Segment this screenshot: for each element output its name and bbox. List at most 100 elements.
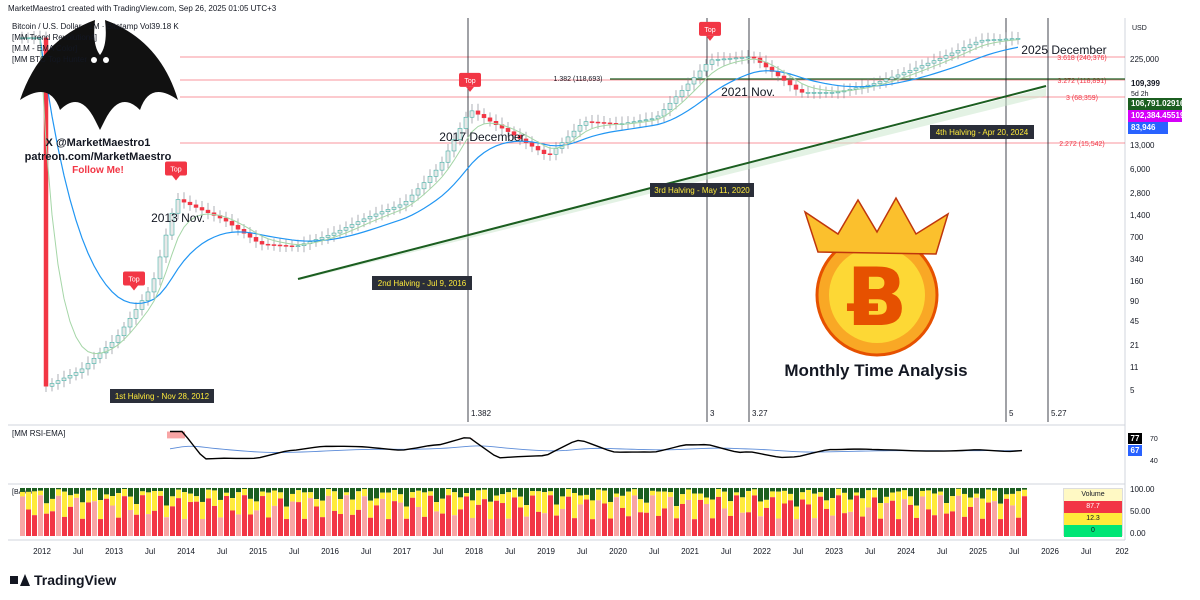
- top-marker-label: Top: [128, 276, 139, 283]
- volume-bar-red: [962, 516, 967, 536]
- volume-bar-yellow: [140, 491, 145, 496]
- top-marker: [459, 72, 481, 87]
- volume-bar-red: [470, 517, 475, 536]
- halving-label-4-box: [930, 125, 1034, 139]
- volume-bar-green: [836, 488, 841, 489]
- volume-bar-red: [770, 497, 775, 536]
- volume-bar-green: [992, 488, 997, 491]
- volume-bar-yellow: [674, 506, 679, 519]
- volume-bar-red: [278, 498, 283, 536]
- volume-bar-green: [320, 488, 325, 501]
- volume-bar-red: [176, 498, 181, 536]
- volume-bar-green: [818, 488, 823, 493]
- volume-bar-red: [560, 508, 565, 536]
- peak-label-2025: 2025 December: [1021, 43, 1106, 57]
- volume-bar-yellow: [398, 494, 403, 503]
- top-marker-label: Top: [464, 78, 475, 85]
- candle-body: [877, 81, 883, 84]
- candle-body: [913, 67, 919, 71]
- volume-bar-red: [50, 511, 55, 536]
- volume-bar-yellow: [560, 496, 565, 509]
- volume-bar-green: [806, 488, 811, 490]
- volume-bar-red: [602, 503, 607, 536]
- price-axis-tick: 160: [1130, 277, 1144, 286]
- volume-bar-green: [164, 488, 169, 506]
- volume-bar-yellow: [692, 493, 697, 520]
- volume-bar-green: [290, 488, 295, 494]
- volume-bar-yellow: [716, 489, 721, 497]
- volume-bar-red: [314, 506, 319, 536]
- volume-bar-red: [992, 501, 997, 536]
- candle-body: [349, 224, 355, 228]
- top-marker-label: Top: [170, 167, 181, 174]
- volume-bar-green: [650, 488, 655, 491]
- volume-box-green: 0: [1064, 525, 1122, 537]
- fib-level-label: 3 (68,359): [1066, 95, 1098, 102]
- volume-bar-green: [416, 488, 421, 491]
- indicator-label-2[interactable]: [M.M - EMA Color]: [12, 44, 78, 53]
- candle-body: [637, 120, 643, 123]
- volume-bar-green: [104, 488, 109, 495]
- volume-bar-green: [56, 488, 61, 490]
- volume-bar-red: [584, 499, 589, 536]
- volume-bar-yellow: [968, 497, 973, 507]
- candle-body: [367, 216, 373, 220]
- candle-body: [397, 204, 403, 208]
- volume-bar-red: [806, 504, 811, 536]
- volume-bar-green: [920, 488, 925, 491]
- volume-bar-green: [908, 488, 913, 497]
- indicator-label-1[interactable]: [MM Trend Revolution4]: [12, 33, 97, 42]
- volume-bar-green: [188, 488, 193, 494]
- volume-bar-green: [632, 488, 637, 490]
- volume-bar-yellow: [728, 501, 733, 516]
- candle-body: [115, 335, 121, 343]
- top-marker-pointer: [130, 285, 138, 291]
- volume-bar-red: [884, 503, 889, 536]
- volume-bar-green: [392, 488, 397, 490]
- volume-bar-yellow: [986, 489, 991, 503]
- volume-bar-red: [200, 519, 205, 536]
- time-axis-label: 202: [1115, 547, 1129, 556]
- volume-bar-green: [518, 488, 523, 497]
- volume-bar-red: [632, 495, 637, 536]
- volume-bar-green: [884, 488, 889, 497]
- volume-bar-red: [686, 499, 691, 536]
- tradingview-logo[interactable]: TradingView: [10, 572, 116, 588]
- volume-legend-box: Volume 87.7 12.3 0: [1063, 488, 1123, 537]
- volume-bar-yellow: [590, 500, 595, 520]
- volume-bar-red: [488, 519, 493, 536]
- volume-bar-yellow: [620, 495, 625, 508]
- time-axis-label: Jul: [73, 547, 83, 556]
- volume-bar-yellow: [452, 492, 457, 516]
- volume-bar-red: [116, 517, 121, 536]
- volume-bar-green: [542, 488, 547, 493]
- volume-bar-yellow: [746, 490, 751, 513]
- halving-label-3-box: [650, 183, 754, 197]
- volume-bar-green: [170, 488, 175, 497]
- volume-bar-red: [500, 503, 505, 536]
- volume-bar-yellow: [872, 489, 877, 498]
- volume-bar-red: [608, 518, 613, 536]
- candle-body: [1015, 38, 1021, 40]
- candle-body: [433, 169, 439, 177]
- volume-bar-yellow: [110, 496, 115, 506]
- volume-bar-yellow: [476, 490, 481, 505]
- volume-bar-green: [80, 488, 85, 503]
- volume-bar-green: [152, 488, 157, 491]
- volume-bar-red: [362, 496, 367, 536]
- volume-bar-yellow: [134, 504, 139, 515]
- volume-bar-yellow: [20, 491, 25, 497]
- volume-bar-green: [824, 488, 829, 501]
- volume-bar-green: [362, 488, 367, 490]
- candle-body: [223, 217, 229, 222]
- volume-bar-yellow: [146, 492, 151, 515]
- volume-bar-red: [866, 507, 871, 536]
- volume-bar-yellow: [170, 496, 175, 507]
- volume-bar-green: [638, 488, 643, 500]
- indicator-label-3[interactable]: [MM BTC Top Hunter: [12, 55, 87, 64]
- candle-body: [79, 368, 85, 373]
- candle-body: [331, 232, 337, 236]
- candle-body: [583, 121, 589, 126]
- candle-body: [127, 317, 133, 328]
